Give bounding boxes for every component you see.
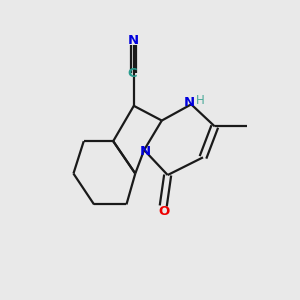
Text: N: N bbox=[140, 145, 151, 158]
Text: C: C bbox=[128, 67, 137, 80]
Text: H: H bbox=[196, 94, 204, 107]
Text: O: O bbox=[158, 205, 170, 218]
Text: N: N bbox=[128, 34, 140, 47]
Text: N: N bbox=[184, 95, 195, 109]
